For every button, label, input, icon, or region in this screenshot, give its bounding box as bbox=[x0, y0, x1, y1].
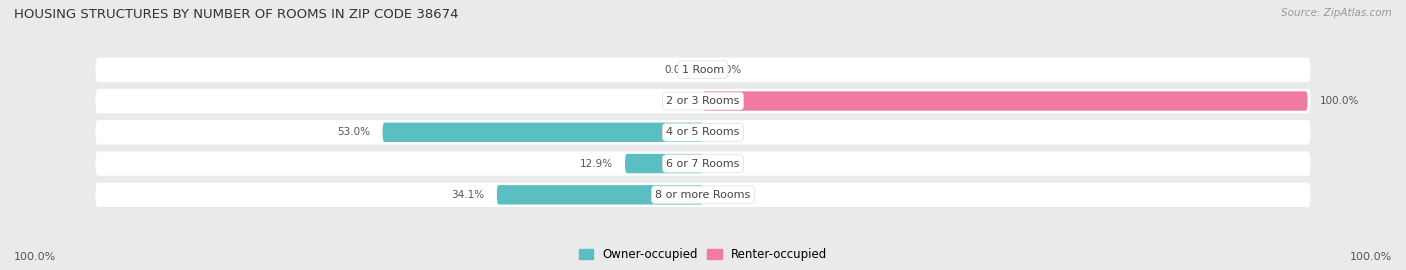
Text: 53.0%: 53.0% bbox=[337, 127, 370, 137]
Text: 100.0%: 100.0% bbox=[14, 252, 56, 262]
Text: 0.0%: 0.0% bbox=[716, 65, 741, 75]
FancyBboxPatch shape bbox=[96, 89, 1310, 113]
Text: 100.0%: 100.0% bbox=[1350, 252, 1392, 262]
Text: HOUSING STRUCTURES BY NUMBER OF ROOMS IN ZIP CODE 38674: HOUSING STRUCTURES BY NUMBER OF ROOMS IN… bbox=[14, 8, 458, 21]
Text: 34.1%: 34.1% bbox=[451, 190, 485, 200]
Text: 6 or 7 Rooms: 6 or 7 Rooms bbox=[666, 158, 740, 168]
Text: 4 or 5 Rooms: 4 or 5 Rooms bbox=[666, 127, 740, 137]
Text: 0.0%: 0.0% bbox=[665, 96, 690, 106]
Text: 8 or more Rooms: 8 or more Rooms bbox=[655, 190, 751, 200]
FancyBboxPatch shape bbox=[626, 154, 703, 173]
FancyBboxPatch shape bbox=[703, 91, 1308, 111]
Text: 1 Room: 1 Room bbox=[682, 65, 724, 75]
FancyBboxPatch shape bbox=[496, 185, 703, 204]
FancyBboxPatch shape bbox=[96, 120, 1310, 144]
Legend: Owner-occupied, Renter-occupied: Owner-occupied, Renter-occupied bbox=[579, 248, 827, 261]
Text: 0.0%: 0.0% bbox=[716, 158, 741, 168]
Text: 12.9%: 12.9% bbox=[579, 158, 613, 168]
FancyBboxPatch shape bbox=[382, 123, 703, 142]
Text: 0.0%: 0.0% bbox=[665, 65, 690, 75]
Text: 100.0%: 100.0% bbox=[1320, 96, 1360, 106]
FancyBboxPatch shape bbox=[96, 58, 1310, 82]
Text: 2 or 3 Rooms: 2 or 3 Rooms bbox=[666, 96, 740, 106]
Text: 0.0%: 0.0% bbox=[716, 190, 741, 200]
FancyBboxPatch shape bbox=[96, 151, 1310, 176]
FancyBboxPatch shape bbox=[96, 183, 1310, 207]
Text: 0.0%: 0.0% bbox=[716, 127, 741, 137]
Text: Source: ZipAtlas.com: Source: ZipAtlas.com bbox=[1281, 8, 1392, 18]
